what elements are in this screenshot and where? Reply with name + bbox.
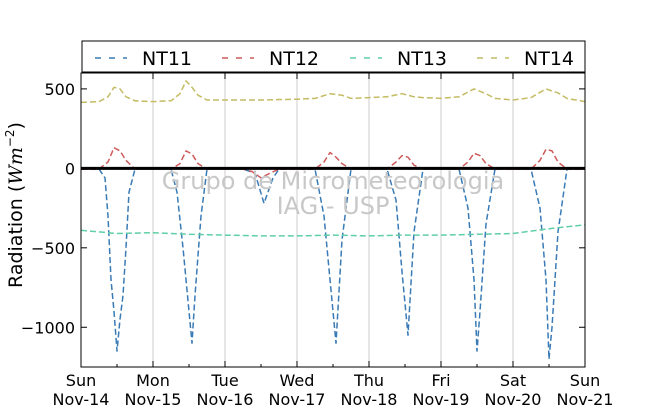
x-tick-date-label: Nov-14 bbox=[53, 390, 110, 409]
x-tick-day-label: Tue bbox=[210, 371, 238, 390]
legend-label: NT14 bbox=[524, 48, 574, 70]
x-tick-date-label: Nov-17 bbox=[269, 390, 326, 409]
x-tick-day-label: Sat bbox=[500, 371, 526, 390]
watermark-line-1: Grupo de Micrometeorologia bbox=[162, 167, 504, 195]
legend-label: NT12 bbox=[269, 48, 319, 70]
y-axis-label-unit: Wm bbox=[5, 147, 27, 185]
legend: NT11 NT12 NT13 NT14 bbox=[81, 40, 586, 73]
x-tick-day-label: Mon bbox=[136, 371, 170, 390]
y-tick-label: −500 bbox=[31, 239, 75, 258]
x-tick-day-label: Sun bbox=[570, 371, 600, 390]
x-tick-date-label: Nov-21 bbox=[557, 390, 614, 409]
y-tick-label: 500 bbox=[44, 80, 75, 99]
series-line-nt11 bbox=[81, 168, 585, 360]
legend-items: NT11 NT12 NT13 NT14 bbox=[95, 48, 574, 70]
x-tick-day-label: Thu bbox=[353, 371, 384, 390]
watermark-line-2: IAG - USP bbox=[277, 192, 390, 220]
y-tick-label: 0 bbox=[65, 159, 75, 178]
y-axis-label: Radiation (Wm−2) bbox=[3, 122, 27, 288]
x-tick-day-label: Fri bbox=[431, 371, 450, 390]
x-axis: SunNov-14MonNov-15TueNov-16WedNov-17ThuN… bbox=[53, 73, 614, 409]
y-axis-label-exponent: −2 bbox=[3, 129, 17, 147]
x-tick-date-label: Nov-19 bbox=[413, 390, 470, 409]
y-axis-label-suffix: ) bbox=[5, 122, 27, 129]
legend-label: NT11 bbox=[142, 48, 192, 70]
legend-box bbox=[81, 40, 586, 73]
y-axis-label-prefix: Radiation ( bbox=[5, 185, 27, 288]
series-line-nt14 bbox=[81, 80, 585, 104]
series-line-nt13 bbox=[81, 224, 585, 237]
legend-label: NT13 bbox=[397, 48, 447, 70]
x-tick-date-label: Nov-20 bbox=[485, 390, 542, 409]
x-tick-day-label: Sun bbox=[66, 371, 96, 390]
y-axis: 500 0 −500 −1000 bbox=[21, 80, 585, 337]
y-tick-label: −1000 bbox=[21, 318, 75, 337]
x-tick-day-label: Wed bbox=[280, 371, 315, 390]
x-tick-date-label: Nov-16 bbox=[197, 390, 254, 409]
x-tick-date-label: Nov-15 bbox=[125, 390, 182, 409]
x-tick-date-label: Nov-18 bbox=[341, 390, 398, 409]
watermark: Grupo de Micrometeorologia IAG - USP bbox=[162, 167, 504, 220]
